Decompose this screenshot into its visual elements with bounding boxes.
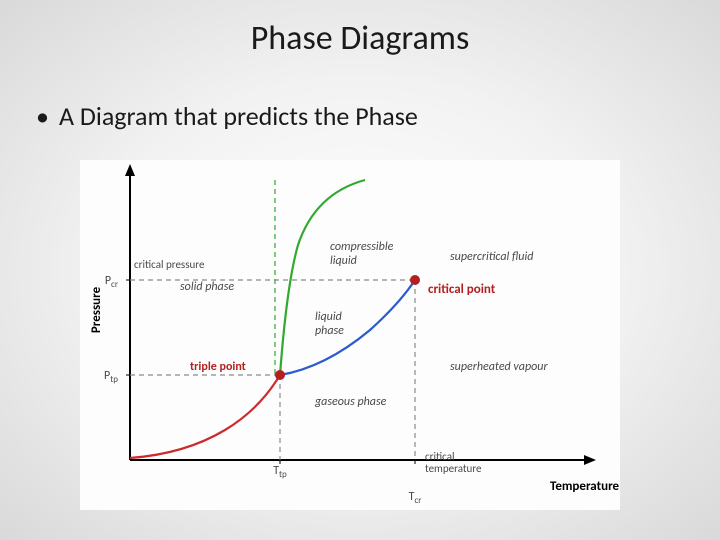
region-label: superheated vapour <box>450 360 548 374</box>
fusion-curve <box>280 180 365 375</box>
y-axis-label: Pressure <box>89 286 104 333</box>
region-label: liquid <box>330 254 357 268</box>
callout-label: triple point <box>190 360 246 374</box>
x-axis-arrow-icon <box>584 455 596 465</box>
bullet-item: • A Diagram that predicts the Phase <box>36 100 418 132</box>
region-label: phase <box>315 324 344 338</box>
y-tick-label: Ptp <box>104 369 118 385</box>
critical-point-marker <box>410 275 420 285</box>
callout-label: critical pressure <box>134 258 205 271</box>
x-axis-label: Temperature <box>550 479 620 494</box>
region-label: gaseous phase <box>314 395 387 409</box>
bullet-dot-icon: • <box>36 100 49 132</box>
callout-label: temperature <box>425 462 482 475</box>
callout-label: critical point <box>428 282 496 297</box>
region-label: compressible <box>330 240 394 254</box>
vaporization-curve <box>280 280 415 375</box>
region-label: solid phase <box>180 280 234 294</box>
phase-diagram: Pressure Temperature Pcr Ptp Ttp Tcr solid pha… <box>80 160 620 510</box>
x-tick-label: Tcr <box>409 490 422 506</box>
region-label: supercritical fluid <box>450 250 533 264</box>
slide-title: Phase Diagrams <box>0 18 720 59</box>
y-axis-arrow-icon <box>125 164 135 176</box>
region-label: liquid <box>315 310 342 324</box>
y-tick-label: Pcr <box>105 274 118 290</box>
x-tick-label: Ttp <box>273 464 287 480</box>
sublimation-curve <box>130 375 280 458</box>
bullet-text: A Diagram that predicts the Phase <box>59 100 418 132</box>
slide: Phase Diagrams • A Diagram that predicts … <box>0 0 720 540</box>
phase-diagram-svg: Pressure Temperature Pcr Ptp Ttp Tcr solid pha… <box>80 160 620 510</box>
triple-point-marker <box>275 370 285 380</box>
